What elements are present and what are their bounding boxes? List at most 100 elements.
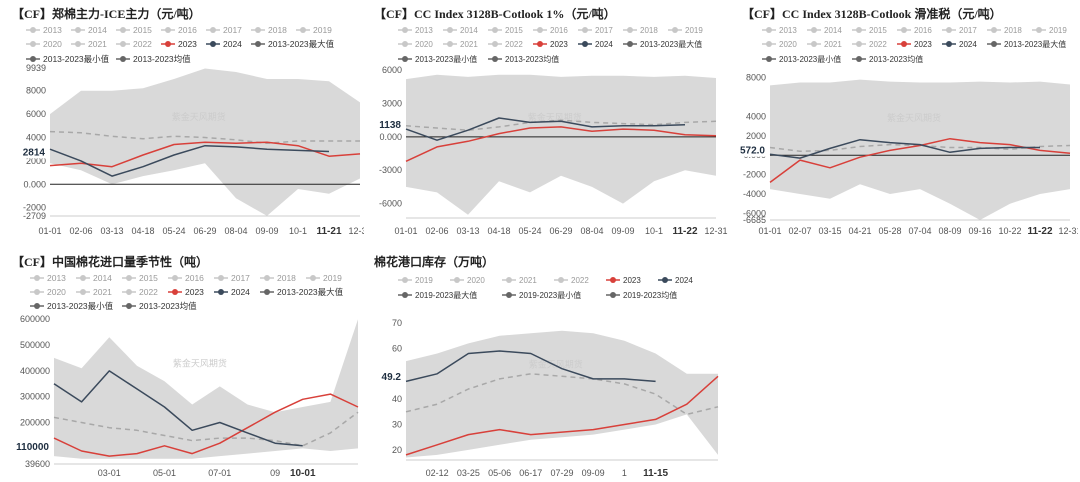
legend-entry: 2024 [595,40,613,49]
legend-marker-dot [126,303,132,309]
watermark: 紫金天风期货 [173,358,227,369]
y-tick-label: 300000 [20,392,50,402]
y-tick-label: -2709 [23,211,46,221]
legend-marker-dot [120,27,126,33]
x-tick-label: 11-22 [1027,226,1052,237]
y-tick-label: -2000 [23,203,46,213]
legend-marker-dot [218,289,224,295]
legend-entry: 2023 [914,40,932,49]
legend-entry: 2013-2023均值 [133,54,191,64]
legend-entry: 2021 [93,287,112,297]
legend-entry: 2022 [571,276,589,285]
legend-entry: 2020 [415,40,433,49]
x-tick-label: 01-01 [394,226,417,236]
legend-entry: 2017 [595,26,613,35]
x-tick-label: 03-25 [457,468,480,478]
chart-title: 【CF】中国棉花进口量季节性（吨） [12,254,208,269]
legend-entry: 2013 [43,25,62,35]
legend-entry: 2016 [550,26,568,35]
legend-entry: 2019 [685,26,703,35]
x-tick-label: 08-04 [580,226,603,236]
y-tick-label: 70 [392,318,402,328]
x-tick-label: 11-15 [643,468,668,479]
y-tick-label: 500000 [20,340,50,350]
x-tick-label: 05-24 [518,226,541,236]
legend-marker-dot [255,41,261,47]
legend-entry: 2013-2023最大值 [277,287,344,297]
y-tick-label: -2000 [743,170,766,180]
x-tick-label: 11-21 [316,226,341,237]
x-tick-label: 12-31 [1058,226,1078,236]
y-tick-label: 30 [392,420,402,430]
legend-entry: 2017 [959,26,977,35]
legend-entry: 2019-2023最大值 [415,290,477,300]
legend-marker-dot [34,289,40,295]
chart-cc-index-cotlook-1pct: 【CF】CC Index 3128B-Cotlook 1%（元/吨） 2013 20… [370,6,728,237]
legend-marker-dot [610,292,616,298]
series-line-2024 [769,138,1040,159]
legend-entry: 2014 [93,273,112,283]
max-min-band [54,319,358,459]
legend-entry: 2015 [133,25,152,35]
chart-title: 【CF】郑棉主力-ICE主力（元/吨） [12,6,201,21]
x-tick-label: 09 [270,468,280,478]
x-tick-label: 1 [622,468,627,478]
legend-marker-dot [901,41,907,47]
series-line-2023 [769,137,1071,184]
legend-marker-dot [537,41,543,47]
legend-marker-dot [856,56,862,62]
y-tick-label: -4000 [743,189,766,199]
legend-entry: 2019-2023均值 [623,290,677,300]
y-tick-label: -6000 [743,208,766,218]
legend-marker-dot [662,277,668,283]
legend-marker-dot [75,27,81,33]
chart-panel-2: 【CF】CC Index 3128B-Cotlook 1%（元/吨） 2013 20… [368,2,730,240]
chart-cc-index-cotlook-sliding-tariff: 【CF】CC Index 3128B-Cotlook 滑准税（元/吨） 2013 2… [736,6,1078,237]
legend-marker-dot [991,27,997,33]
x-tick-label: 09-09 [582,468,605,478]
legend-marker-dot [991,41,997,47]
y-tick-label: -3000 [379,165,402,175]
legend-entry: 2013-2023均值 [869,54,923,64]
current-value-box [736,142,768,157]
legend-marker-dot [210,27,216,33]
chart-title: 【CF】CC Index 3128B-Cotlook 滑准税（元/吨） [742,6,1002,21]
chart-panel-1: 【CF】郑棉主力-ICE主力（元/吨） 2013 2014 2015 2016 2017 2… [6,2,364,240]
legend-entry: 2019 [323,273,342,283]
x-tick-label: 10-1 [645,226,663,236]
x-tick-label: 01-01 [38,226,61,236]
legend-entry: 2018 [1004,26,1022,35]
legend-entry: 2013 [47,273,66,283]
legend-marker-dot [811,41,817,47]
legend-entry: 2024 [223,39,242,49]
legend-entry: 2018 [640,26,658,35]
legend-entry: 2022 [869,40,887,49]
x-tick-label: 05-06 [488,468,511,478]
legend-marker-dot [402,277,408,283]
legend-marker-dot [210,41,216,47]
y-tick-label: 0.000 [379,132,402,142]
legend-marker-dot [627,27,633,33]
current-value-box [370,368,404,383]
legend-marker-dot [506,292,512,298]
legend-marker-dot [582,41,588,47]
legend-marker-dot [402,292,408,298]
legend-marker-dot [454,277,460,283]
legend-entry: 2015 [139,273,158,283]
legend-entry: 2014 [824,26,842,35]
y-tick-label: 6000 [382,65,402,75]
series-line-20192023 [405,373,719,416]
legend-entry: 2014 [460,26,478,35]
legend-marker-dot [402,56,408,62]
x-tick-label: 09-09 [255,226,278,236]
legend-marker-dot [558,277,564,283]
legend-marker-dot [126,289,132,295]
legend-marker-dot [80,275,86,281]
legend-entry: 2013 [779,26,797,35]
legend-marker-dot [537,27,543,33]
series-line-20132023 [49,130,360,145]
legend-entry: 2022 [505,40,523,49]
legend-entry: 2020 [47,287,66,297]
legend-marker-dot [75,41,81,47]
x-tick-label: 10-01 [290,468,316,479]
